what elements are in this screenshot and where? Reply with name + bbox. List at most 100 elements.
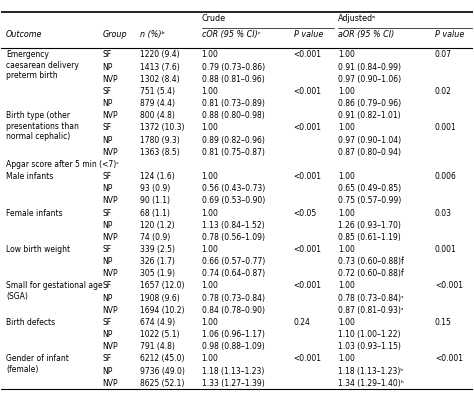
Text: <0.001: <0.001 xyxy=(293,51,321,59)
Text: NVP: NVP xyxy=(103,379,118,388)
Text: 339 (2.5): 339 (2.5) xyxy=(140,245,175,254)
Text: 0.89 (0.82–0.96): 0.89 (0.82–0.96) xyxy=(201,136,264,144)
Text: 74 (0.9): 74 (0.9) xyxy=(140,233,171,242)
Text: 0.81 (0.73–0.89): 0.81 (0.73–0.89) xyxy=(201,99,264,108)
Text: NP: NP xyxy=(103,99,113,108)
Text: 1.00: 1.00 xyxy=(201,208,219,217)
Text: 0.07: 0.07 xyxy=(435,51,452,59)
Text: 1220 (9.4): 1220 (9.4) xyxy=(140,51,180,59)
Text: 1.00: 1.00 xyxy=(201,245,219,254)
Text: <0.001: <0.001 xyxy=(293,87,321,96)
Text: 0.66 (0.57–0.77): 0.66 (0.57–0.77) xyxy=(201,257,265,266)
Text: 0.02: 0.02 xyxy=(435,87,452,96)
Text: 0.87 (0.80–0.94): 0.87 (0.80–0.94) xyxy=(338,148,401,157)
Text: 1.06 (0.96–1.17): 1.06 (0.96–1.17) xyxy=(201,330,264,339)
Text: 0.65 (0.49–0.85): 0.65 (0.49–0.85) xyxy=(338,184,401,193)
Text: 1.00: 1.00 xyxy=(201,51,219,59)
Text: SF: SF xyxy=(103,281,112,290)
Text: aOR (95 % CI): aOR (95 % CI) xyxy=(338,30,394,39)
Text: 0.98 (0.88–1.09): 0.98 (0.88–1.09) xyxy=(201,342,264,351)
Text: 674 (4.9): 674 (4.9) xyxy=(140,318,175,327)
Text: 1694 (10.2): 1694 (10.2) xyxy=(140,306,185,315)
Text: 0.78 (0.73–0.84)ᶟ: 0.78 (0.73–0.84)ᶟ xyxy=(338,294,404,303)
Text: 1.00: 1.00 xyxy=(201,354,219,364)
Text: NVP: NVP xyxy=(103,342,118,351)
Text: 1.34 (1.29–1.40)ʰ: 1.34 (1.29–1.40)ʰ xyxy=(338,379,404,388)
Text: 0.79 (0.73–0.86): 0.79 (0.73–0.86) xyxy=(201,63,265,72)
Text: 6212 (45.0): 6212 (45.0) xyxy=(140,354,185,364)
Text: 0.24: 0.24 xyxy=(293,318,310,327)
Text: NVP: NVP xyxy=(103,196,118,205)
Text: 0.91 (0.82–1.01): 0.91 (0.82–1.01) xyxy=(338,111,401,120)
Text: Group: Group xyxy=(103,30,128,39)
Text: 1.13 (0.84–1.52): 1.13 (0.84–1.52) xyxy=(201,221,264,229)
Text: 0.56 (0.43–0.73): 0.56 (0.43–0.73) xyxy=(201,184,265,193)
Text: cOR (95 % CI)ᶜ: cOR (95 % CI)ᶜ xyxy=(201,30,260,39)
Text: 1.00: 1.00 xyxy=(338,354,355,364)
Text: 0.75 (0.57–0.99): 0.75 (0.57–0.99) xyxy=(338,196,401,205)
Text: 0.97 (0.90–1.04): 0.97 (0.90–1.04) xyxy=(338,136,401,144)
Text: SF: SF xyxy=(103,354,112,364)
Text: NP: NP xyxy=(103,257,113,266)
Text: 1.18 (1.13–1.23): 1.18 (1.13–1.23) xyxy=(201,366,264,376)
Text: NVP: NVP xyxy=(103,75,118,84)
Text: 0.78 (0.56–1.09): 0.78 (0.56–1.09) xyxy=(201,233,264,242)
Text: 124 (1.6): 124 (1.6) xyxy=(140,172,175,181)
Text: <0.001: <0.001 xyxy=(435,354,463,364)
Text: 1.03 (0.93–1.15): 1.03 (0.93–1.15) xyxy=(338,342,401,351)
Text: 0.97 (0.90–1.06): 0.97 (0.90–1.06) xyxy=(338,75,401,84)
Text: 0.69 (0.53–0.90): 0.69 (0.53–0.90) xyxy=(201,196,265,205)
Text: 0.84 (0.78–0.90): 0.84 (0.78–0.90) xyxy=(201,306,264,315)
Text: NVP: NVP xyxy=(103,269,118,278)
Text: NP: NP xyxy=(103,221,113,229)
Text: 0.03: 0.03 xyxy=(435,208,452,217)
Text: Gender of infant
(female): Gender of infant (female) xyxy=(6,354,69,374)
Text: NP: NP xyxy=(103,184,113,193)
Text: Small for gestational age
(SGA): Small for gestational age (SGA) xyxy=(6,281,103,301)
Text: Adjustedᵃ: Adjustedᵃ xyxy=(338,14,376,23)
Text: 1.00: 1.00 xyxy=(338,172,355,181)
Text: 0.74 (0.64–0.87): 0.74 (0.64–0.87) xyxy=(201,269,265,278)
Text: Outcome: Outcome xyxy=(6,30,43,39)
Text: <0.001: <0.001 xyxy=(435,281,463,290)
Text: <0.001: <0.001 xyxy=(293,354,321,364)
Text: 0.81 (0.75–0.87): 0.81 (0.75–0.87) xyxy=(201,148,264,157)
Text: 0.15: 0.15 xyxy=(435,318,452,327)
Text: SF: SF xyxy=(103,208,112,217)
Text: 0.85 (0.61–1.19): 0.85 (0.61–1.19) xyxy=(338,233,401,242)
Text: 1363 (8.5): 1363 (8.5) xyxy=(140,148,180,157)
Text: SF: SF xyxy=(103,87,112,96)
Text: n (%)ᵇ: n (%)ᵇ xyxy=(140,30,165,39)
Text: NP: NP xyxy=(103,136,113,144)
Text: NP: NP xyxy=(103,294,113,303)
Text: 1780 (9.3): 1780 (9.3) xyxy=(140,136,180,144)
Text: NP: NP xyxy=(103,63,113,72)
Text: 1.00: 1.00 xyxy=(338,245,355,254)
Text: 791 (4.8): 791 (4.8) xyxy=(140,342,175,351)
Text: 0.86 (0.79–0.96): 0.86 (0.79–0.96) xyxy=(338,99,401,108)
Text: SF: SF xyxy=(103,172,112,181)
Text: 1.00: 1.00 xyxy=(338,87,355,96)
Text: 0.001: 0.001 xyxy=(435,123,456,132)
Text: 0.001: 0.001 xyxy=(435,245,456,254)
Text: SF: SF xyxy=(103,51,112,59)
Text: 326 (1.7): 326 (1.7) xyxy=(140,257,175,266)
Text: NP: NP xyxy=(103,330,113,339)
Text: P value: P value xyxy=(293,30,323,39)
Text: 1.26 (0.93–1.70): 1.26 (0.93–1.70) xyxy=(338,221,401,229)
Text: 1.00: 1.00 xyxy=(338,281,355,290)
Text: <0.001: <0.001 xyxy=(293,281,321,290)
Text: 8625 (52.1): 8625 (52.1) xyxy=(140,379,185,388)
Text: Birth type (other
presentations than
normal cephalic): Birth type (other presentations than nor… xyxy=(6,111,79,141)
Text: 1908 (9.6): 1908 (9.6) xyxy=(140,294,180,303)
Text: 1.00: 1.00 xyxy=(338,318,355,327)
Text: 1.18 (1.13–1.23)ʰ: 1.18 (1.13–1.23)ʰ xyxy=(338,366,404,376)
Text: Birth defects: Birth defects xyxy=(6,318,55,327)
Text: 1.00: 1.00 xyxy=(338,208,355,217)
Text: Low birth weight: Low birth weight xyxy=(6,245,70,254)
Text: Male infants: Male infants xyxy=(6,172,54,181)
Text: 0.88 (0.81–0.96): 0.88 (0.81–0.96) xyxy=(201,75,264,84)
Text: 0.006: 0.006 xyxy=(435,172,457,181)
Text: 93 (0.9): 93 (0.9) xyxy=(140,184,171,193)
Text: 0.91 (0.84–0.99): 0.91 (0.84–0.99) xyxy=(338,63,401,72)
